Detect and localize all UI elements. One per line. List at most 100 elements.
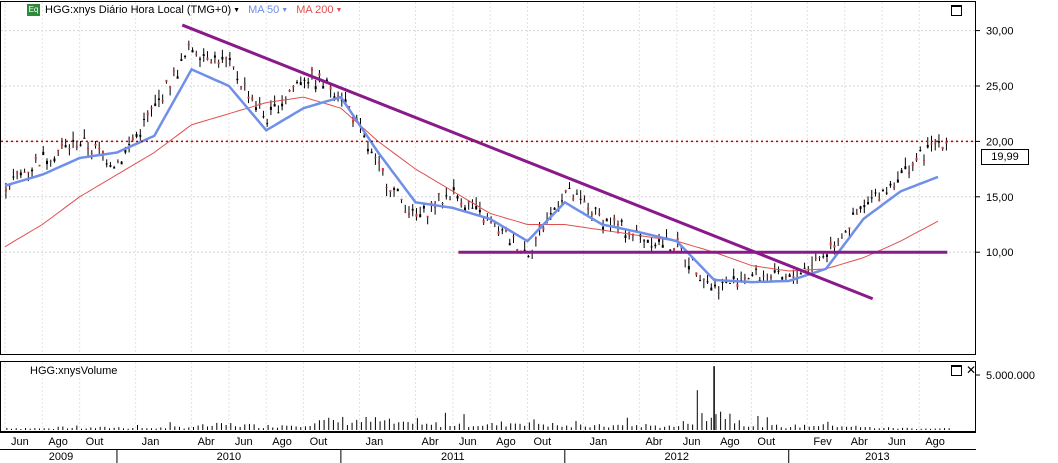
- price-candle-body: [687, 266, 690, 270]
- price-candle-body: [755, 268, 758, 270]
- price-candle-body: [393, 188, 396, 190]
- equity-badge: Eq: [27, 4, 40, 16]
- price-candle-body: [221, 56, 224, 60]
- price-candle-body: [299, 82, 302, 86]
- price-candle-body: [206, 57, 209, 60]
- ma200-legend[interactable]: MA 200 ▼: [296, 4, 342, 16]
- price-candle-body: [852, 212, 855, 215]
- price-candle-body: [45, 160, 48, 165]
- price-candle-body: [788, 274, 791, 278]
- price-candle-body: [262, 116, 265, 118]
- close-icon[interactable]: ✕: [966, 363, 977, 377]
- price-candle-body: [337, 95, 340, 97]
- price-candle-body: [508, 243, 511, 246]
- price-candle-body: [281, 103, 284, 107]
- x-tick-label: Jan: [366, 436, 384, 448]
- price-candle-body: [348, 106, 351, 108]
- price-candle-body: [747, 278, 750, 280]
- price-candle-body: [497, 231, 500, 235]
- price-candle-body: [378, 161, 381, 164]
- price-candle-body: [646, 239, 649, 243]
- maximize-icon[interactable]: [951, 5, 962, 16]
- price-candle-body: [154, 103, 157, 107]
- price-candle-body: [139, 134, 142, 137]
- price-candle-body: [266, 123, 269, 125]
- price-candle-body: [57, 149, 60, 152]
- price-candle-body: [654, 244, 657, 247]
- x-axis-years: 2009 2010 2011 2012 2013: [49, 450, 890, 463]
- price-candles: [4, 40, 948, 300]
- volume-panel-frame: [0, 361, 976, 432]
- price-candle-body: [4, 188, 7, 192]
- price-candle-body: [172, 70, 175, 72]
- price-candle-body: [411, 208, 414, 211]
- price-candle-body: [16, 171, 19, 173]
- price-candle-body: [98, 147, 101, 150]
- ma200-label: MA 200: [296, 4, 334, 16]
- price-candle-body: [904, 166, 907, 170]
- chart-legend: Eq HGG:xnys Diário Hora Local (TMG+0) ▼ …: [27, 4, 342, 16]
- price-candle-body: [101, 150, 104, 154]
- price-candle-body: [404, 211, 407, 213]
- price-candle-body: [210, 62, 213, 64]
- price-candle-body: [941, 146, 944, 150]
- price-candle-body: [583, 200, 586, 203]
- price-candle-body: [143, 118, 146, 120]
- price-candle-body: [314, 86, 317, 90]
- price-candle-body: [777, 270, 780, 272]
- y-tick-label: 15,00: [986, 192, 1014, 204]
- price-candle-body: [572, 198, 575, 200]
- ma50-legend[interactable]: MA 50 ▼: [248, 4, 288, 16]
- symbol-legend[interactable]: Eq HGG:xnys Diário Hora Local (TMG+0) ▼: [27, 4, 240, 16]
- x-tick-label: Ago: [496, 436, 516, 448]
- chevron-down-icon[interactable]: ▼: [281, 6, 289, 14]
- price-candle-body: [72, 140, 75, 142]
- price-candle-body: [83, 137, 86, 139]
- price-candle-body: [426, 215, 429, 218]
- price-candle-body: [105, 163, 108, 165]
- price-candle-body: [150, 107, 153, 109]
- price-candle-body: [594, 207, 597, 209]
- price-candle-body: [628, 231, 631, 235]
- price-candle-body: [505, 228, 508, 232]
- price-candle-body: [445, 195, 448, 197]
- price-candle-body: [527, 255, 530, 258]
- price-candle-body: [296, 81, 299, 83]
- price-candle-body: [247, 96, 250, 99]
- volume-panel-label: HGG:xnysVolume: [30, 365, 118, 377]
- price-candle-body: [829, 242, 832, 246]
- price-candle-body: [176, 76, 179, 79]
- chevron-down-icon[interactable]: ▼: [335, 6, 343, 14]
- price-candle-body: [124, 149, 127, 153]
- x-tick-label: Jan: [589, 436, 607, 448]
- price-candle-body: [706, 281, 709, 283]
- price-candle-body: [728, 282, 731, 284]
- price-candle-body: [288, 89, 291, 92]
- price-candle-body: [605, 218, 608, 222]
- price-candle-body: [217, 62, 220, 65]
- price-candle-body: [131, 137, 134, 140]
- price-candle-body: [867, 202, 870, 205]
- price-candle-body: [721, 281, 724, 283]
- price-candle-body: [366, 148, 369, 152]
- price-candle-body: [460, 202, 463, 206]
- price-candle-body: [161, 100, 164, 102]
- chevron-down-icon[interactable]: ▼: [233, 6, 241, 14]
- price-candle-body: [900, 170, 903, 174]
- price-candle-body: [762, 275, 765, 277]
- price-candle-body: [307, 82, 310, 84]
- price-candle-body: [616, 223, 619, 226]
- price-candle-body: [620, 220, 623, 222]
- price-candle-body: [449, 199, 452, 201]
- price-candle-body: [870, 197, 873, 199]
- price-candle-body: [661, 244, 664, 248]
- price-candle-body: [538, 225, 541, 229]
- price-candle-body: [714, 284, 717, 287]
- price-candle-body: [773, 270, 776, 273]
- price-candle-body: [732, 276, 735, 279]
- price-candle-body: [587, 207, 590, 210]
- price-candle-body: [874, 192, 877, 194]
- price-candle-body: [561, 200, 564, 202]
- maximize-icon[interactable]: [951, 365, 962, 376]
